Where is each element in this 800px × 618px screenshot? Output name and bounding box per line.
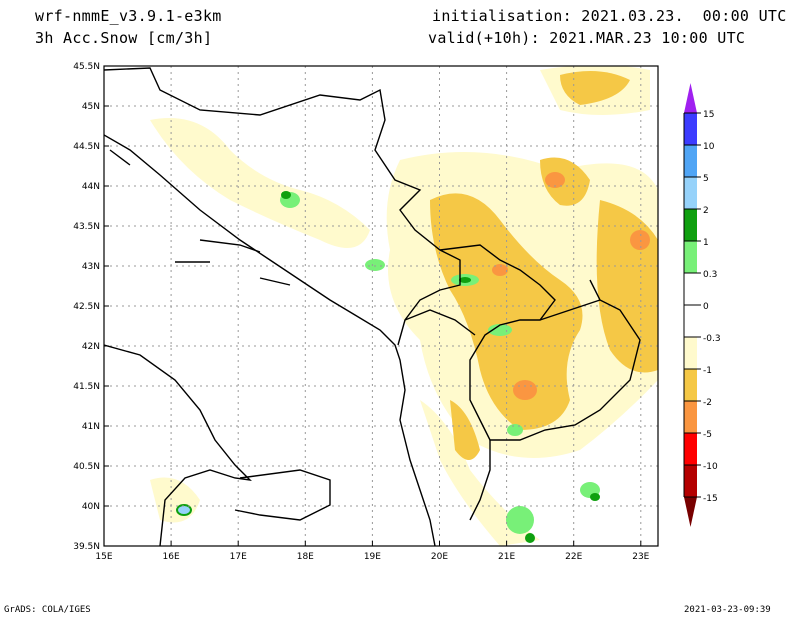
axis-labels: 45.5N 45N 44.5N 44N 43.5N 43N 42.5N 42N 41.5N 41N… <box>73 62 649 562</box>
colorbar-label: -1 <box>703 366 712 376</box>
colorbar-label: -2 <box>703 398 712 408</box>
colorbar-label: 0 <box>703 302 709 312</box>
lat-label: 41.5N <box>73 382 100 392</box>
variable-title: 3h Acc.Snow [cm/3h] <box>35 29 213 47</box>
snow-field <box>150 66 658 546</box>
lat-label: 41N <box>82 422 100 432</box>
colorbar-segment <box>684 113 697 145</box>
colorbar: 15 10 5 2 1 0.3 0 -0.3 -1 -2 -5 -10 -15 <box>683 83 721 527</box>
lon-label: 20E <box>431 552 448 562</box>
footer-right: 2021-03-23-09:39 <box>684 605 771 615</box>
lon-label: 15E <box>95 552 112 562</box>
colorbar-label: 5 <box>703 174 709 184</box>
colorbar-segment <box>684 305 697 337</box>
footer-left: GrADS: COLA/IGES <box>4 605 91 615</box>
colorbar-max-arrow <box>684 83 697 113</box>
initialisation-time: initialisation: 2021.03.23. 00:00 UTC <box>432 7 787 25</box>
colorbar-segment <box>684 401 697 433</box>
colorbar-label: -5 <box>703 430 712 440</box>
graticule <box>104 66 658 546</box>
lat-label: 45.5N <box>73 62 100 72</box>
colorbar-segment <box>684 369 697 401</box>
lat-label: 40N <box>82 502 100 512</box>
lat-label: 43N <box>82 262 100 272</box>
colorbar-min-arrow <box>684 497 697 527</box>
colorbar-segment <box>684 241 697 273</box>
valid-time: valid(+10h): 2021.MAR.23 10:00 UTC <box>428 29 746 47</box>
colorbar-segment <box>684 465 697 497</box>
lat-label: 39.5N <box>73 542 100 552</box>
lat-label: 44N <box>82 182 100 192</box>
lon-label: 18E <box>297 552 314 562</box>
model-name: wrf-nmmE_v3.9.1-e3km <box>35 7 222 25</box>
colorbar-label: 10 <box>703 142 715 152</box>
lat-label: 42N <box>82 342 100 352</box>
lon-label: 17E <box>230 552 247 562</box>
lon-label: 19E <box>364 552 381 562</box>
lat-label: 44.5N <box>73 142 100 152</box>
colorbar-segment <box>684 433 697 465</box>
lat-label: 43.5N <box>73 222 100 232</box>
lat-label: 45N <box>82 102 100 112</box>
colorbar-label: 1 <box>703 238 709 248</box>
colorbar-label: -0.3 <box>703 334 721 344</box>
colorbar-segment <box>684 145 697 177</box>
lon-label: 21E <box>498 552 515 562</box>
lon-label: 23E <box>632 552 649 562</box>
colorbar-label: 15 <box>703 110 714 120</box>
lat-label: 40.5N <box>73 462 100 472</box>
colorbar-label: -15 <box>703 494 718 504</box>
colorbar-label: 0.3 <box>703 270 717 280</box>
lon-label: 16E <box>163 552 180 562</box>
coastlines-borders <box>104 67 641 546</box>
lat-label: 42.5N <box>73 302 100 312</box>
lon-label: 22E <box>565 552 582 562</box>
colorbar-label: 2 <box>703 206 709 216</box>
colorbar-segment <box>684 337 697 369</box>
colorbar-segment <box>684 273 697 305</box>
snow-max-spot <box>176 504 192 516</box>
colorbar-segment <box>684 209 697 241</box>
colorbar-segment <box>684 177 697 209</box>
colorbar-label: -10 <box>703 462 718 472</box>
